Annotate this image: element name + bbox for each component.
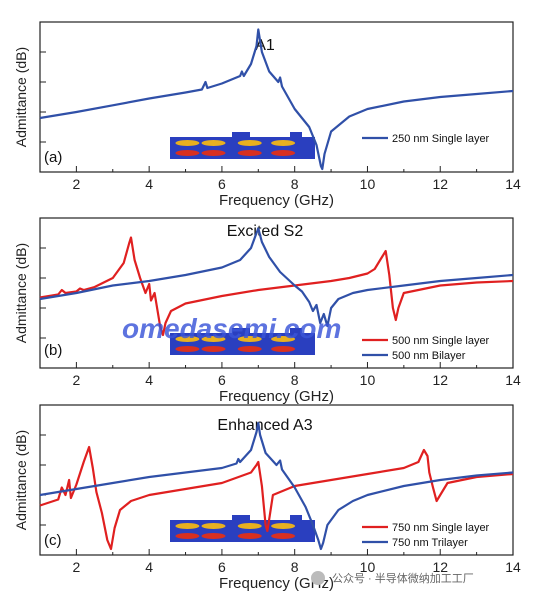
inset-field-bottom xyxy=(201,533,226,539)
legend-label: 500 nm Bilayer xyxy=(392,350,466,362)
chart-panel-1: 2 4 6 8 10 12 14 Frequency (GHz) Admittance (dB)… xyxy=(13,21,521,209)
inset-field-top xyxy=(175,140,200,146)
inset-field-top xyxy=(237,523,262,529)
x-tick-label: 6 xyxy=(218,176,226,192)
inset-field-bottom xyxy=(175,533,200,539)
x-tick-label: 12 xyxy=(432,559,448,575)
x-axis-label: Frequency (GHz) xyxy=(219,388,334,405)
watermark-text: omedasemi.com xyxy=(122,313,341,344)
x-tick-label: 10 xyxy=(360,559,376,575)
x-tick-label: 14 xyxy=(505,559,521,575)
x-tick-label: 10 xyxy=(360,372,376,388)
inset-field-top xyxy=(271,140,296,146)
inset-field-top xyxy=(175,336,200,342)
chart-panel-3: 2 4 6 8 10 12 14 Frequency (GHz) Admittance (dB)… xyxy=(13,404,521,592)
x-tick-label: 2 xyxy=(72,176,80,192)
legend-label: 250 nm Single layer xyxy=(392,133,490,145)
legend-label: 750 nm Single layer xyxy=(392,522,490,534)
legend-label: 500 nm Single layer xyxy=(392,335,490,347)
x-tick-label: 2 xyxy=(72,559,80,575)
x-tick-label: 8 xyxy=(291,559,299,575)
footer: 公众号 · 半导体微纳加工工厂 xyxy=(311,571,474,585)
inset-electrode xyxy=(232,328,250,333)
mode-shape-inset xyxy=(170,515,315,542)
footer-text: 公众号 · 半导体微纳加工工厂 xyxy=(332,571,474,585)
panel-title: Excited S2 xyxy=(227,223,304,240)
x-tick-label: 8 xyxy=(291,176,299,192)
inset-field-bottom xyxy=(271,150,296,156)
inset-electrode xyxy=(290,515,302,520)
inset-field-top xyxy=(201,336,226,342)
x-tick-label: 6 xyxy=(218,372,226,388)
wechat-icon xyxy=(311,571,325,585)
panel-tag: (c) xyxy=(44,532,62,549)
panel-tag: (b) xyxy=(44,342,62,359)
mode-shape-inset xyxy=(170,328,315,355)
x-tick-label: 4 xyxy=(145,372,153,388)
x-tick-label: 4 xyxy=(145,176,153,192)
inset-field-top xyxy=(237,336,262,342)
inset-field-bottom xyxy=(175,150,200,156)
panel-title: Enhanced A3 xyxy=(217,417,312,434)
series-line-2 xyxy=(39,421,514,551)
inset-field-top xyxy=(271,523,296,529)
inset-field-bottom xyxy=(237,346,262,352)
x-tick-label: 10 xyxy=(360,176,376,192)
x-tick-label: 14 xyxy=(505,372,521,388)
chart-panel-2: 2 4 6 8 10 12 14 Frequency (GHz) Admittance (dB)… xyxy=(13,217,521,405)
plot-frame xyxy=(39,21,514,173)
series-line-1 xyxy=(39,28,514,171)
x-tick-label: 12 xyxy=(432,176,448,192)
inset-field-top xyxy=(271,336,296,342)
x-tick-label: 14 xyxy=(505,176,521,192)
y-axis-label: Admittance (dB) xyxy=(13,243,29,343)
inset-field-bottom xyxy=(271,533,296,539)
y-axis-label: Admittance (dB) xyxy=(13,47,29,147)
x-tick-label: 4 xyxy=(145,559,153,575)
x-axis-label: Frequency (GHz) xyxy=(219,575,334,592)
legend-label: 750 nm Trilayer xyxy=(392,537,468,549)
inset-field-bottom xyxy=(201,150,226,156)
series-line-2 xyxy=(39,227,514,328)
x-axis-label: Frequency (GHz) xyxy=(219,192,334,209)
x-tick-label: 12 xyxy=(432,372,448,388)
inset-field-top xyxy=(175,523,200,529)
inset-field-bottom xyxy=(201,346,226,352)
inset-field-top xyxy=(201,140,226,146)
series-line-1 xyxy=(39,236,514,337)
inset-electrode xyxy=(290,132,302,137)
chart-panels: 2 4 6 8 10 12 14 Frequency (GHz) Admittance (dB)… xyxy=(13,21,521,592)
inset-electrode xyxy=(290,328,302,333)
inset-field-bottom xyxy=(237,533,262,539)
mode-shape-inset xyxy=(170,132,315,159)
x-tick-label: 2 xyxy=(72,372,80,388)
inset-field-bottom xyxy=(271,346,296,352)
x-tick-label: 8 xyxy=(291,372,299,388)
inset-electrode xyxy=(232,132,250,137)
inset-field-bottom xyxy=(175,346,200,352)
y-axis-label: Admittance (dB) xyxy=(13,430,29,530)
x-tick-label: 6 xyxy=(218,559,226,575)
inset-electrode xyxy=(232,515,250,520)
inset-field-top xyxy=(237,140,262,146)
inset-field-bottom xyxy=(237,150,262,156)
plot-frame xyxy=(39,217,514,369)
panel-tag: (a) xyxy=(44,149,62,166)
plot-frame xyxy=(39,404,514,556)
inset-field-top xyxy=(201,523,226,529)
